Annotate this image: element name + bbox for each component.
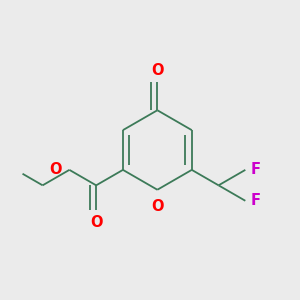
Text: O: O xyxy=(90,215,102,230)
Text: O: O xyxy=(151,63,164,78)
Text: O: O xyxy=(151,200,164,214)
Text: F: F xyxy=(250,162,261,177)
Text: O: O xyxy=(50,162,62,177)
Text: F: F xyxy=(250,193,261,208)
